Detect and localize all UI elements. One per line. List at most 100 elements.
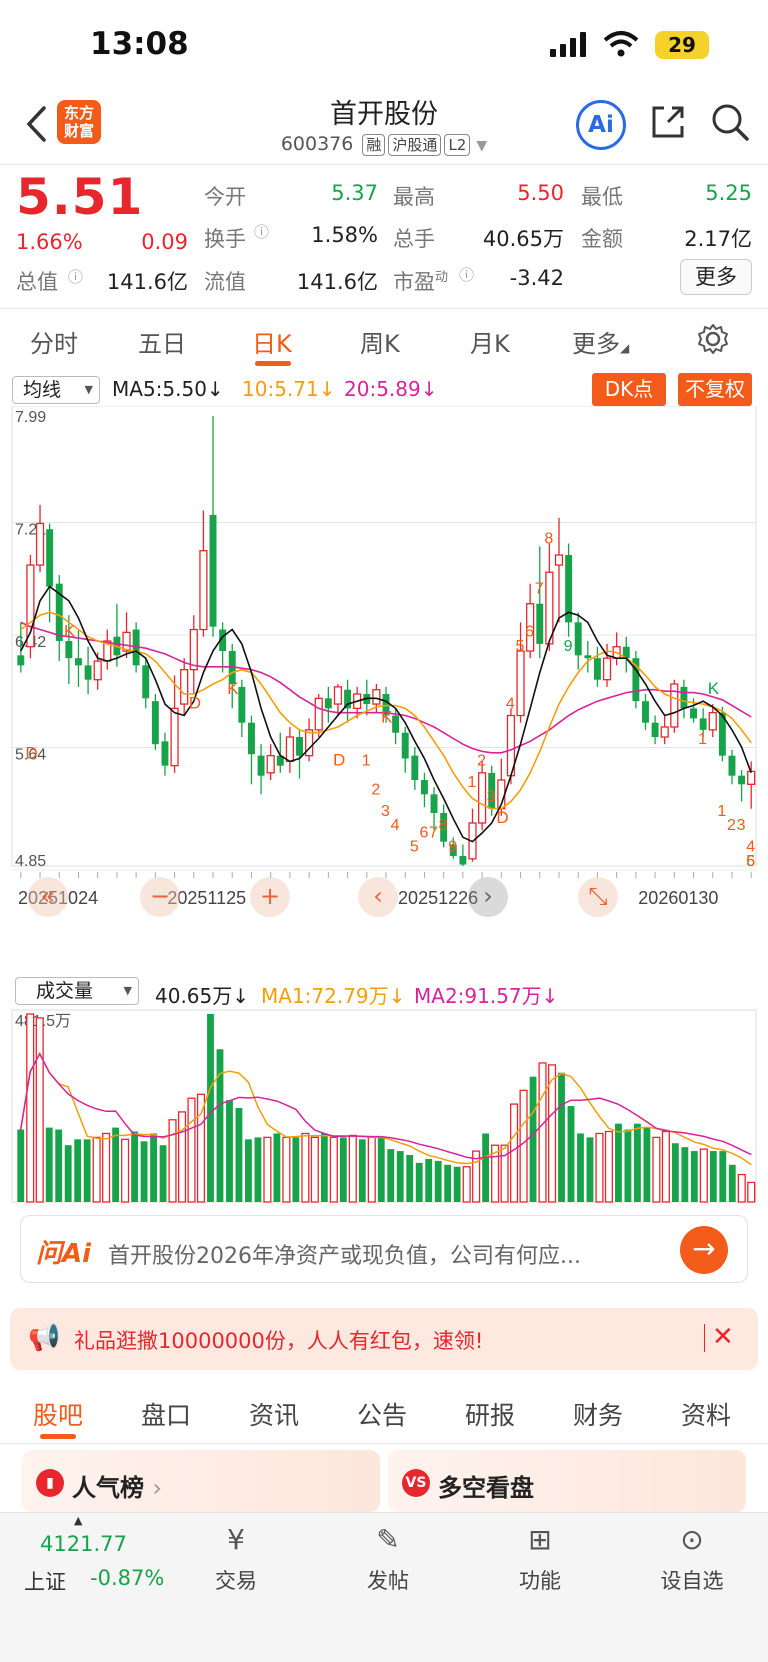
info-icon[interactable]: ⓘ [254,223,270,241]
signal-marker: 2 [727,817,736,834]
more-button[interactable]: 更多 [680,259,752,295]
index-name[interactable]: 上证 [24,1570,66,1594]
no-adjust-button[interactable]: 不复权 [678,373,752,406]
ai-question-bar[interactable] [20,1215,748,1283]
arrow-right-icon[interactable]: → [680,1226,728,1274]
tab-finance[interactable]: 财务 [573,1401,624,1430]
popularity-card-title[interactable]: 人气榜 › [72,1474,162,1502]
stock-name: 首开股份 [330,99,438,130]
volume-bar [216,1049,224,1202]
volume-bar [719,1151,727,1202]
indicator-select[interactable]: 均线 ▼ [12,376,100,404]
tab-profile[interactable]: 资料 [681,1401,732,1430]
tab-news[interactable]: 资讯 [249,1401,300,1430]
volume-bar [273,1133,281,1202]
volume-bar [92,1136,101,1203]
chart-bar-icon: ▮ [36,1469,64,1497]
y-tick-label: 7.99 [15,409,46,426]
info-icon[interactable]: ⓘ [459,266,475,284]
signal-marker: 4 [506,695,515,712]
settings-gear-icon[interactable] [696,322,730,356]
tab-weekly-k[interactable]: 周K [360,330,400,358]
zoom-out-icon[interactable]: − [140,877,180,917]
signal-marker: 6 [525,624,534,641]
tab-announcements[interactable]: 公告 [357,1401,408,1430]
x-tick-label: 20251125 [167,888,246,908]
volume-bar [387,1149,395,1202]
candle-body [17,655,25,666]
signal-marker: 3 [737,817,746,834]
candle-body [660,726,669,738]
tab-monthly-k[interactable]: 月K [470,330,510,358]
more-dots-icon[interactable]: ⊙ [680,1523,704,1556]
trade-yen-icon[interactable]: ¥ [227,1523,245,1556]
grid-apps-icon[interactable]: ⊞ [528,1523,552,1556]
rewind-icon[interactable]: « [28,877,68,917]
share-icon[interactable] [648,102,688,142]
candle-body [728,755,736,776]
back-icon[interactable] [24,104,48,144]
index-value[interactable]: 4121.77 [40,1532,127,1556]
nav-add-watchlist[interactable]: 设自选 [660,1569,724,1593]
nav-trade[interactable]: 交易 [215,1569,257,1593]
tab-more[interactable]: 更多◢ [572,330,630,358]
volume-bar [112,1127,120,1202]
promo-text[interactable]: 礼品逛撒10000000份，人人有红包，速领! [74,1329,484,1353]
tab-daily-k[interactable]: 日K [252,330,292,358]
candle-body [622,646,630,659]
candle-body [372,689,381,705]
signal-marker: 1 [717,803,726,820]
close-icon[interactable]: ✕ [712,1322,734,1352]
candle-body [642,701,649,723]
zoom-in-icon[interactable]: + [250,877,290,917]
ma5-legend: MA5:5.50↓ [112,377,224,401]
pan-left-icon[interactable]: ‹ [358,877,398,917]
popularity-card[interactable] [22,1450,380,1512]
index-change[interactable]: -0.87% [90,1566,165,1590]
ai-button[interactable]: Ai [576,100,626,150]
tab-guba[interactable]: 股吧 [33,1401,84,1430]
tab-intraday[interactable]: 分时 [30,330,78,358]
volume-bar [177,1111,187,1203]
pan-right-icon[interactable]: › [468,877,508,917]
volume-indicator-select[interactable]: 成交量 ▼ [15,977,139,1005]
nav-functions[interactable]: 功能 [519,1569,561,1593]
dropdown-caret-icon[interactable]: ▼ [476,138,488,154]
volume-bar [624,1129,632,1202]
candle-body [680,686,688,709]
open-value: 5.37 [331,181,378,205]
nav-post[interactable]: 发帖 [367,1569,409,1593]
candle-body [574,622,582,656]
kline-chart[interactable]: 7.997.216.425.644.85DKDKDK123456789123D4… [0,406,768,966]
change-amount: 0.09 [141,230,188,254]
fullscreen-icon[interactable]: ⤡ [578,877,618,917]
dk-point-button[interactable]: DK点 [592,373,666,406]
signal-marker: K [381,708,393,727]
bull-bear-card[interactable] [388,1450,746,1512]
tab-research[interactable]: 研报 [465,1401,516,1430]
volume-bar [491,1144,500,1203]
candle-body [84,665,92,680]
caret-up-icon: ▲ [74,1514,83,1527]
signal-marker: D [25,744,37,763]
signal-marker: 8 [544,531,553,548]
tab-pankou[interactable]: 盘口 [141,1401,192,1430]
battery-icon: 29 [655,31,709,59]
volume-legend: 40.65万↓ [155,984,250,1008]
volume-bar [320,1133,328,1202]
info-icon[interactable]: ⓘ [68,268,84,286]
candle-body [180,669,189,705]
volume-bar [472,1150,481,1203]
search-icon[interactable] [710,102,750,142]
tab-five-day[interactable]: 五日 [138,330,186,358]
volume-bar [709,1151,717,1202]
bull-bear-card-title[interactable]: 多空看盘 [438,1474,534,1502]
ai-logo: 问Ai [36,1239,92,1269]
promo-banner[interactable] [10,1308,758,1370]
volume-bar [292,1137,300,1202]
high-value: 5.50 [517,181,564,205]
candle-body [516,650,525,717]
edit-post-icon[interactable]: ✎ [376,1523,400,1556]
status-bar: 13:08 29 [0,0,768,88]
ai-question-text[interactable]: 首开股份2026年净资产或现负值，公司有何应... [108,1244,581,1269]
